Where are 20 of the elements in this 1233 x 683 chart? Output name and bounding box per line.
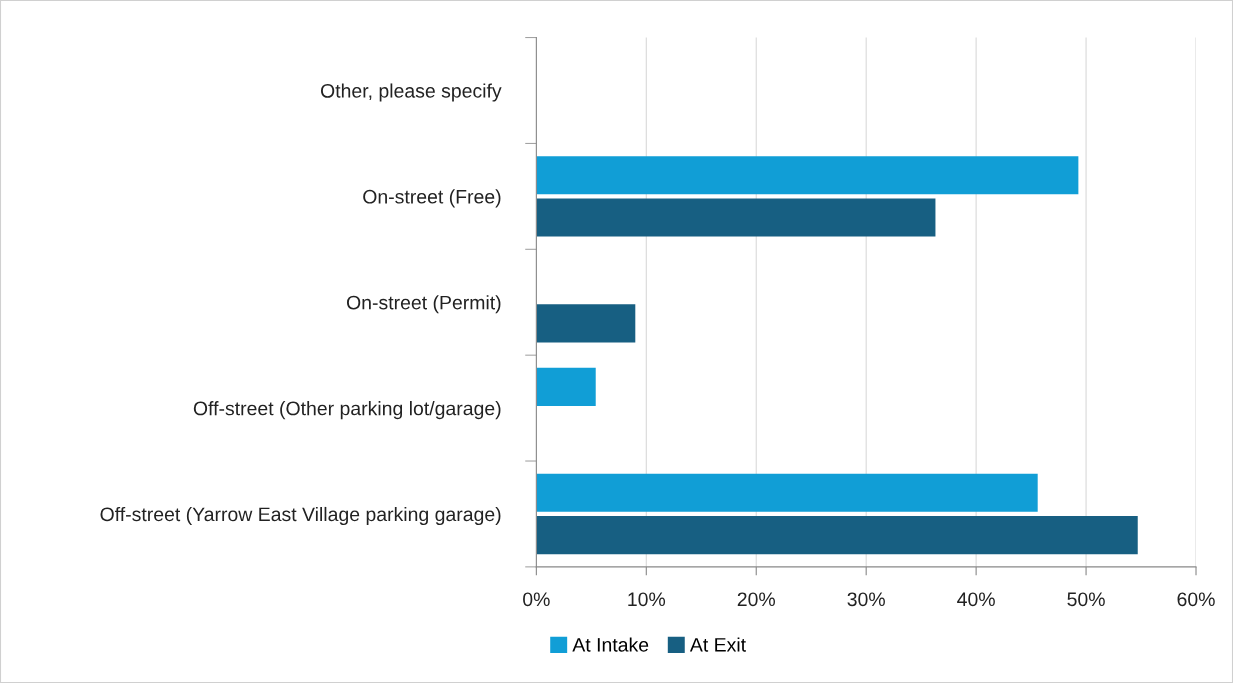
x-tick-label: 30%: [847, 592, 885, 607]
y-tick-label: On-street (Permit): [346, 295, 501, 314]
bar: [536, 473, 1038, 512]
x-tick-label: 20%: [737, 592, 776, 607]
bar: [536, 156, 1079, 195]
x-tick-label: 50%: [1067, 592, 1105, 607]
y-tick-label: Off-street (Yarrow East Village parking garage): [100, 506, 501, 526]
legend-label: At Exit: [689, 637, 746, 652]
y-tick-label: On-street (Free): [363, 189, 501, 208]
bar: [536, 516, 1138, 555]
legend-label: At Intake: [572, 637, 649, 652]
bar: [536, 304, 636, 343]
y-tick-label: Other, please specify: [320, 83, 502, 102]
bar: [536, 367, 596, 406]
y-tick-label: Off-street (Other parking lot/garage): [193, 401, 501, 420]
x-tick-label: 0%: [523, 592, 550, 607]
x-tick-label: 10%: [628, 592, 666, 607]
bar: [536, 198, 936, 237]
x-tick-label: 40%: [957, 592, 995, 607]
x-tick-label: 60%: [1177, 592, 1215, 607]
